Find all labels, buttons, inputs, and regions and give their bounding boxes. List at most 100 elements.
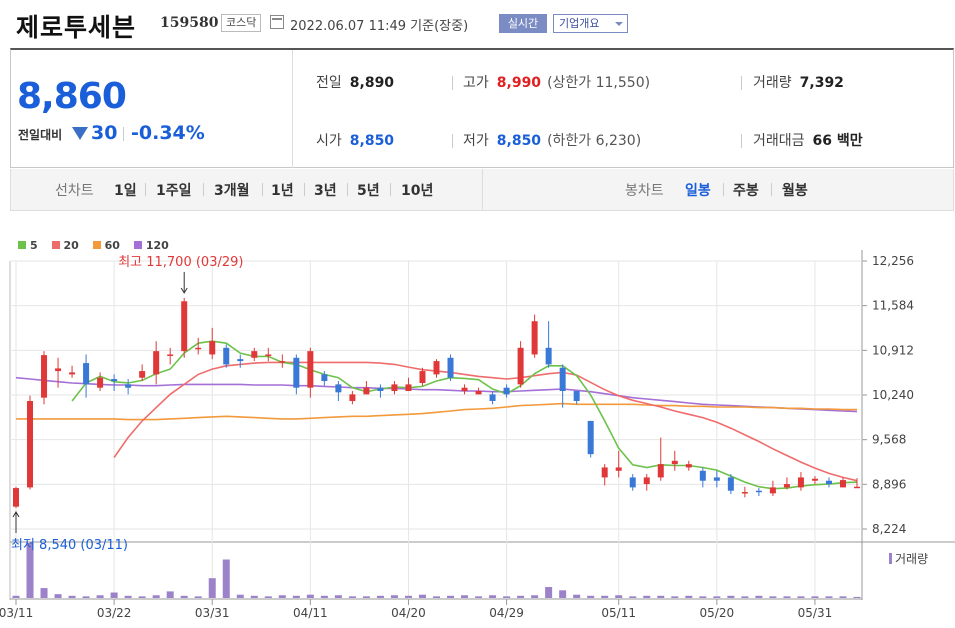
candle: [195, 337, 202, 355]
volume-bar: [797, 596, 805, 598]
candle: [503, 384, 510, 398]
y-tick-label: 8,224: [872, 522, 906, 536]
trade-value: 거래대금 66 백만: [753, 130, 863, 150]
candle-body: [699, 470, 706, 481]
candle: [755, 488, 762, 497]
candle-body: [854, 486, 860, 489]
legend-item-ma20: 20: [51, 239, 79, 252]
period-1d[interactable]: 1일: [114, 183, 137, 199]
candle-period-monthly[interactable]: 월봉: [782, 183, 808, 199]
period-3y[interactable]: 3년: [314, 183, 337, 199]
realtime-button[interactable]: 실시간: [499, 14, 547, 33]
candle-body: [69, 372, 76, 375]
legend-label: 5: [30, 239, 38, 252]
candle-period-daily[interactable]: 일봉: [685, 183, 711, 199]
candle-body: [405, 384, 412, 392]
divider: [723, 183, 724, 196]
candle-body: [797, 477, 804, 488]
candle-period-weekly[interactable]: 주봉: [733, 183, 759, 199]
volume-bar: [559, 590, 567, 598]
candle-body: [657, 464, 664, 478]
open-price: 시가 8,850: [316, 130, 394, 150]
candle-body: [545, 347, 552, 365]
x-tick-label: 04/20: [391, 606, 426, 620]
candle: [601, 464, 608, 486]
period-10y[interactable]: 10년: [401, 183, 434, 199]
candle: [475, 387, 482, 395]
timestamp-basis: 기준(장중): [410, 19, 469, 34]
y-tick-label: 10,240: [872, 388, 914, 402]
candle: [377, 384, 384, 398]
candle-body: [377, 387, 384, 392]
timestamp-value: 2022.06.07 11:49: [290, 19, 407, 34]
candle-body: [503, 387, 510, 395]
candle-body: [573, 391, 580, 401]
candle: [279, 354, 286, 368]
prev-close: 전일 8,890: [316, 72, 394, 92]
high-arrow-head: [180, 287, 188, 294]
candle: [615, 450, 622, 478]
divider: [452, 76, 453, 90]
quote-summary: 8,860 전일대비 30 -0.34% 전일 8,890 고가 8,990 (상한가…: [10, 48, 954, 168]
volume-bar: [839, 596, 847, 598]
candle-body: [97, 377, 104, 388]
candle-body: [643, 477, 650, 485]
candle-body: [671, 460, 678, 465]
ma120-line: [15, 376, 858, 413]
legend-label: 60: [104, 239, 120, 252]
candle-body: [447, 357, 454, 378]
candle-body: [517, 347, 524, 385]
period-1y[interactable]: 1년: [271, 183, 294, 199]
y-tick-label: 10,912: [872, 343, 914, 357]
open-value: 8,850: [349, 133, 395, 149]
legend-swatch: [92, 241, 101, 249]
volume-bar: [615, 595, 623, 598]
company-overview-dropdown[interactable]: 기업개요: [553, 14, 628, 33]
candle-body: [139, 371, 146, 378]
period-1w[interactable]: 1주일: [156, 183, 192, 199]
period-3m[interactable]: 3개월: [214, 183, 250, 199]
volume-bar: [489, 595, 497, 598]
candle: [531, 314, 538, 358]
candle: [97, 372, 104, 392]
divider: [262, 183, 263, 196]
candle: [811, 476, 818, 485]
volume-bar: [54, 594, 62, 598]
volume-bar: [362, 596, 370, 598]
volume-legend-swatch: [889, 553, 892, 564]
legend-item-ma5: 5: [18, 239, 38, 252]
candle: [265, 347, 272, 362]
y-tick-label: 9,568: [872, 433, 906, 447]
volume-bar: [40, 588, 48, 598]
candle: [167, 347, 174, 365]
low-price: 저가 8,850 (하한가 6,230): [463, 130, 641, 150]
volume-bar: [629, 596, 637, 598]
candle-body: [237, 359, 244, 362]
volume-bar: [26, 543, 34, 598]
volume-bar: [727, 595, 735, 598]
candle: [545, 321, 552, 368]
volume-bar: [853, 596, 861, 598]
volume-bar: [671, 596, 679, 598]
volume-bar: [769, 596, 777, 598]
volume-bar: [433, 596, 440, 598]
candle-body: [559, 367, 566, 392]
prev-close-label: 전일: [316, 75, 342, 91]
chevron-down-icon: [615, 22, 623, 26]
candle: [447, 354, 454, 382]
company-overview-label: 기업개요: [559, 17, 600, 30]
legend-label: 120: [145, 239, 169, 252]
candle-body: [13, 488, 19, 507]
period-5y[interactable]: 5년: [357, 183, 380, 199]
volume-bar: [475, 596, 483, 598]
change-label: 전일대비: [18, 128, 63, 142]
candle: [769, 480, 776, 497]
low-label: 저가: [463, 133, 489, 149]
volume-label: 거래량: [753, 75, 792, 91]
candle-body: [293, 357, 300, 388]
candle-chart-label: 봉차트: [625, 183, 664, 199]
x-tick-label: 05/31: [798, 606, 833, 620]
divider: [123, 127, 124, 141]
volume-bar: [390, 595, 398, 598]
